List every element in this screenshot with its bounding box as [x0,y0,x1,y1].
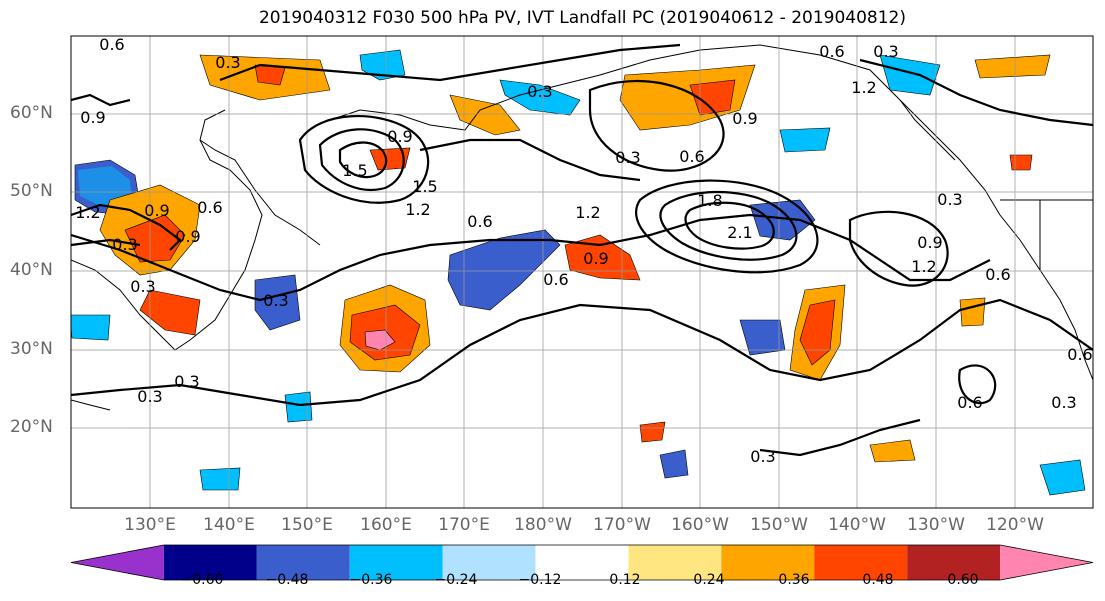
lon-label: 160°E [360,515,412,535]
contour-label: 1.2 [75,203,100,222]
colorbar-tick-label: −0.60 [180,572,224,588]
chart-title: 2019040312 F030 500 hPa PV, IVT Landfall… [258,8,906,28]
contour-label: 1.8 [697,191,722,210]
map-content: 0.6 0.3 0.9 1.2 1.5 0.9 0.6 0.3 0.6 0.3 … [71,35,1093,508]
colorbar-segment [442,545,536,580]
colorbar-segment [71,545,164,580]
contour-labels: 0.6 0.3 0.9 1.2 1.5 0.9 0.6 0.3 0.6 0.3 … [75,35,1092,466]
colorbar-segment [1000,545,1093,580]
colorbar-segment [163,545,257,580]
lon-label: 170°E [438,515,490,535]
contour-label: 1.2 [405,200,430,219]
contour-label: 0.3 [215,53,240,72]
contour-label: 0.6 [467,212,492,231]
contour-label: 1.5 [412,177,437,196]
contour-label: 0.3 [615,148,640,167]
lon-label: 150°E [281,515,333,535]
contour-label: 0.3 [937,190,962,209]
contour-label: 0.3 [112,235,137,254]
colorbar-segment [814,545,908,580]
lat-label: 50°N [10,181,53,201]
contour-label: 0.9 [144,201,169,220]
contour-label: 0.9 [80,108,105,127]
lat-label: 20°N [10,417,53,437]
lon-label: 180°W [514,515,572,535]
colorbar-tick-label: 0.36 [778,572,810,588]
lat-label: 40°N [10,260,53,280]
colorbar-segment [535,545,629,580]
colorbar-segment [907,545,1001,580]
contour-label: 0.9 [387,127,412,146]
contour-label: 0.9 [732,109,757,128]
contour-label: 1.2 [575,203,600,222]
map-frame [70,35,1094,509]
coastlines [71,44,1093,411]
contour-label: 0.3 [1051,393,1076,412]
contour-label: 2.1 [727,223,752,242]
contour-label: 0.6 [957,393,982,412]
colorbar-segment [721,545,815,580]
colorbar-outline [70,544,1094,581]
colorbar-tick-label: −0.12 [518,572,562,588]
lon-label: 140°W [828,515,886,535]
contour-label: 0.3 [130,277,155,296]
contour-label: 0.9 [175,227,200,246]
contour-label: 0.6 [819,42,844,61]
contour-label: 0.3 [263,291,288,310]
contour-label: 1.2 [911,257,936,276]
contour-label: 0.6 [1067,345,1092,364]
lon-label: 130°E [124,515,176,535]
colorbar-segment [628,545,722,580]
contour-label: 0.9 [917,233,942,252]
lon-label: 160°W [671,515,729,535]
contour-label: 0.9 [583,249,608,268]
lon-label: 150°W [750,515,808,535]
contour-label: 0.6 [543,270,568,289]
contour-label: 0.6 [197,198,222,217]
lat-label: 30°N [10,339,53,359]
colorbar-tick-label: −0.48 [265,572,309,588]
contour-label: 0.3 [527,82,552,101]
contour-label: 0.3 [174,372,199,391]
contour-label: 1.2 [851,78,876,97]
colorbar-tick-label: −0.36 [349,572,393,588]
colorbar-tick-label: −0.24 [434,572,478,588]
colorbar-segment [349,545,443,580]
lon-label: 120°W [986,515,1044,535]
lon-label: 130°W [907,515,965,535]
colorbar-segment [256,545,350,580]
colorbar [70,544,1094,581]
contour-label: 1.5 [342,161,367,180]
colorbar-tick-label: 0.12 [609,572,641,588]
lon-label: 140°E [203,515,255,535]
pv-contours [71,43,1093,457]
contour-label: 0.6 [679,147,704,166]
lon-label: 170°W [593,515,651,535]
colorbar-tick-label: 0.60 [947,572,979,588]
contour-label: 0.3 [137,387,162,406]
lat-label: 60°N [10,103,53,123]
contour-label: 0.3 [750,447,775,466]
contour-label: 0.3 [873,42,898,61]
contour-label: 0.6 [985,265,1010,284]
colorbar-tick-label: 0.24 [693,572,725,588]
contour-label: 0.6 [99,35,124,54]
colorbar-tick-label: 0.48 [862,572,894,588]
graticule [71,36,1093,508]
